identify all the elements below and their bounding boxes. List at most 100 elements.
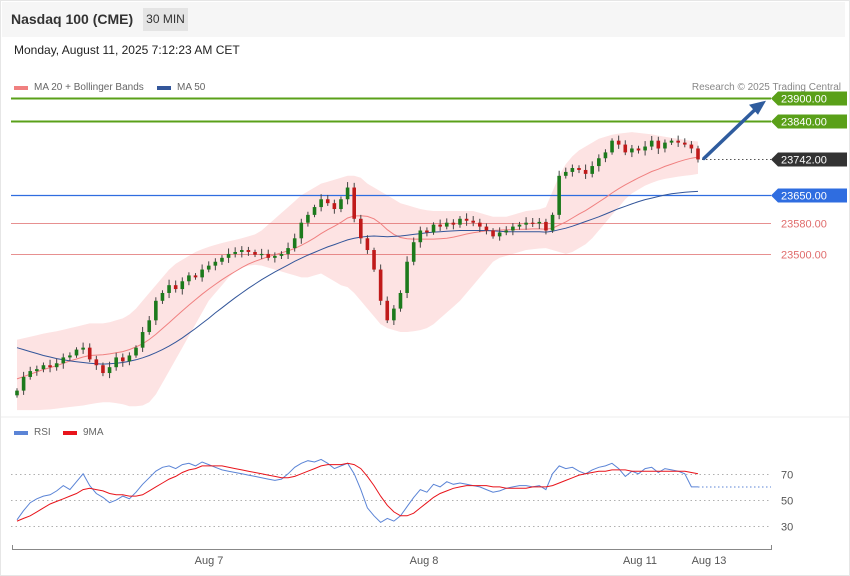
- rsi-plot: 70 50 30: [11, 458, 793, 534]
- candle-body: [696, 148, 700, 160]
- candle-body: [107, 367, 112, 374]
- rsi-line: [16, 458, 698, 524]
- candle-body: [94, 359, 99, 366]
- rsi-tick-70: 70: [781, 470, 793, 482]
- ma50-swatch: [157, 85, 171, 90]
- candle-body: [339, 199, 343, 210]
- candle-body: [21, 376, 26, 391]
- candle-body: [669, 140, 674, 143]
- candle-body: [583, 169, 588, 174]
- candle-body: [114, 357, 118, 368]
- datetime-label: Monday, August 11, 2025 7:12:23 AM CET: [14, 43, 240, 57]
- x-tick-aug-8: Aug 8: [410, 555, 439, 567]
- candle-body: [134, 347, 138, 356]
- candle-body: [28, 371, 33, 377]
- candle-body: [484, 226, 489, 231]
- legend-rsi-label: RSI: [34, 427, 51, 438]
- candle-body: [471, 220, 476, 223]
- title-bar: [2, 2, 845, 37]
- legend-ma20: MA 20 + Bollinger Bands: [14, 82, 144, 93]
- candle-body: [649, 140, 654, 147]
- candle-body: [41, 365, 46, 370]
- timeframe-button[interactable]: 30 MIN: [143, 8, 188, 31]
- candle-body: [517, 224, 522, 227]
- time-axis: Aug 7 Aug 8 Aug 11 Aug 13: [12, 545, 772, 567]
- bollinger-band-fill: [17, 132, 698, 411]
- candle-body: [127, 355, 132, 362]
- candle-body: [200, 269, 204, 278]
- level-23580-label: 23580.00: [781, 219, 827, 231]
- level-23900-label: 23900.00: [781, 94, 827, 106]
- x-tick-aug-7: Aug 7: [195, 555, 224, 567]
- candle-body: [365, 238, 370, 251]
- rsi-9ma-line: [16, 462, 699, 522]
- candle-body: [299, 222, 304, 239]
- candle-body: [636, 148, 641, 151]
- x-tick-aug-11: Aug 11: [623, 555, 657, 567]
- candle-body: [438, 224, 442, 227]
- candle-body: [167, 285, 171, 293]
- candle-body: [15, 390, 19, 396]
- candle-body: [444, 222, 449, 227]
- candle-body: [292, 238, 297, 249]
- candle-body: [544, 221, 548, 231]
- candle-body: [478, 222, 482, 227]
- chart-title: Nasdaq 100 (CME): [11, 11, 134, 27]
- candle-body: [550, 214, 555, 231]
- candle-body: [35, 369, 39, 372]
- legend-ma20-label: MA 20 + Bollinger Bands: [34, 82, 144, 93]
- candle-body: [590, 166, 595, 174]
- candle-body: [173, 285, 178, 290]
- rsi-swatch: [14, 430, 28, 435]
- candle-body: [74, 349, 79, 356]
- candle-body: [312, 207, 317, 215]
- candle-body: [220, 257, 224, 262]
- projection-arrow: [702, 104, 760, 161]
- candle-body: [537, 221, 542, 224]
- candle-body: [378, 269, 383, 301]
- level-23650-tag: [771, 188, 847, 203]
- candle-body: [325, 199, 330, 204]
- candle-body: [154, 300, 158, 321]
- projection-arrowhead: [749, 100, 766, 115]
- x-tick-aug-13: Aug 13: [692, 555, 727, 567]
- candle-body: [101, 365, 105, 374]
- candle-body: [239, 250, 244, 252]
- candle-body: [259, 253, 264, 256]
- 9ma-swatch: [63, 430, 77, 435]
- legend-ma50: MA 50: [157, 82, 205, 93]
- candle-body: [246, 250, 251, 252]
- candle-body: [563, 171, 568, 176]
- candle-body: [253, 251, 257, 255]
- candle-body: [656, 140, 661, 149]
- candle-body: [48, 365, 52, 368]
- candle-body: [405, 261, 409, 293]
- legend-rsi: RSI: [14, 427, 51, 438]
- candle-body: [491, 230, 495, 237]
- candle-body: [187, 275, 191, 282]
- candle-body: [418, 230, 423, 243]
- candle-body: [332, 203, 337, 210]
- candle-body: [120, 357, 125, 362]
- level-23500-label: 23500.00: [781, 250, 827, 262]
- legend-9ma-label: 9MA: [83, 427, 104, 438]
- candle-body: [213, 261, 218, 266]
- candle-body: [392, 308, 396, 321]
- candle-body: [319, 199, 323, 208]
- candle-body: [504, 230, 509, 233]
- candle-body: [147, 320, 152, 333]
- candle-body: [643, 146, 647, 151]
- candles: [15, 135, 700, 398]
- candle-body: [676, 140, 680, 143]
- candle-body: [54, 363, 59, 368]
- candle-body: [597, 158, 601, 167]
- candle-body: [226, 253, 231, 258]
- ma20-swatch: [14, 85, 28, 90]
- price-plot: 23900.00 23840.00 23742.00 23650.00 23580.00…: [11, 91, 847, 411]
- candle-body: [359, 218, 363, 239]
- candle-body: [458, 218, 462, 225]
- candle-body: [557, 175, 561, 215]
- candle-body: [464, 218, 469, 221]
- rsi-tick-50: 50: [781, 496, 793, 508]
